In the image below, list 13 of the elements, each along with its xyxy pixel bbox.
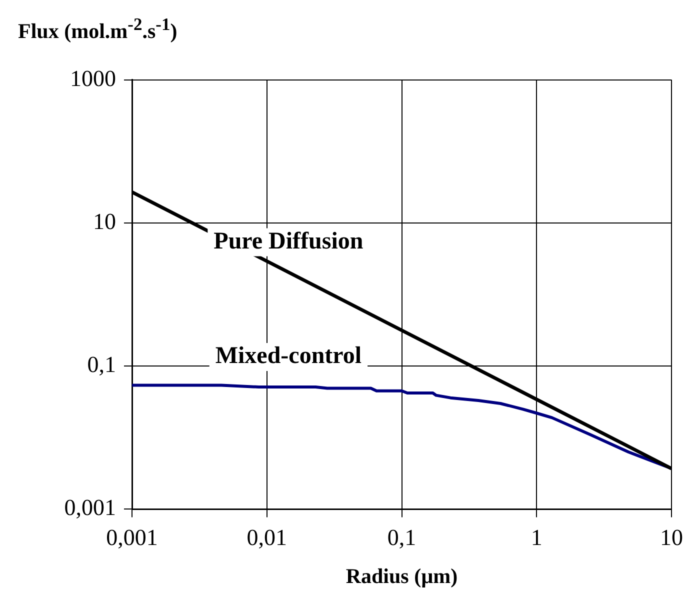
y-axis-title: Flux (mol.m$^{-2}$.s$^{-1}$) [18,14,178,44]
y-tick-label: 10 [93,208,116,234]
series-label: Mixed-control [215,343,362,370]
y-tick-label: 0,001 [64,495,116,520]
x-tick-label: 0,001 [106,525,158,550]
x-tick-label: 1 [530,525,542,550]
series-label: Pure Diffusion [214,228,364,254]
x-tick-label: 10 [660,525,683,550]
x-tick-label: 0,1 [387,525,416,550]
y-tick-label: 1000 [70,66,116,91]
y-tick-label: 0,1 [87,352,116,378]
x-tick-label: 0,01 [246,525,287,550]
x-axis-title: Radius (µm) [346,564,458,588]
